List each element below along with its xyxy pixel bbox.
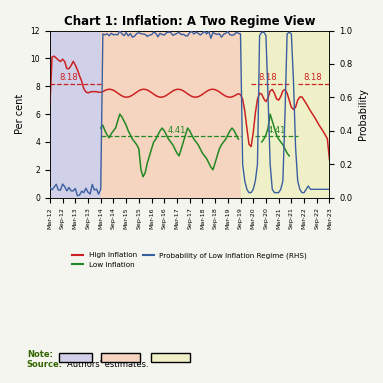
Bar	[241, 31, 329, 198]
Text: 4.41: 4.41	[267, 126, 286, 135]
Legend: High Inflation, Low Inflation, Probability of Low Inflation Regime (RHS): High Inflation, Low Inflation, Probabili…	[69, 249, 310, 271]
Title: Chart 1: Inflation: A Two Regime View: Chart 1: Inflation: A Two Regime View	[64, 15, 316, 28]
Text: 2011-13: 2011-13	[61, 353, 93, 362]
Text: 2020-23: 2020-23	[152, 353, 186, 362]
Text: Note:: Note:	[27, 350, 53, 359]
Bar	[50, 31, 101, 198]
Text: 8.18: 8.18	[60, 73, 78, 82]
Text: Source:: Source:	[27, 360, 63, 368]
Text: 2014-19: 2014-19	[103, 353, 136, 362]
Text: Authors' estimates.: Authors' estimates.	[67, 360, 149, 368]
Text: 4.41: 4.41	[168, 126, 186, 135]
Y-axis label: Per cent: Per cent	[15, 94, 25, 134]
Text: 8.18: 8.18	[259, 73, 277, 82]
Y-axis label: Probability: Probability	[358, 88, 368, 140]
Bar	[101, 31, 241, 198]
Text: 8.18: 8.18	[303, 73, 322, 82]
